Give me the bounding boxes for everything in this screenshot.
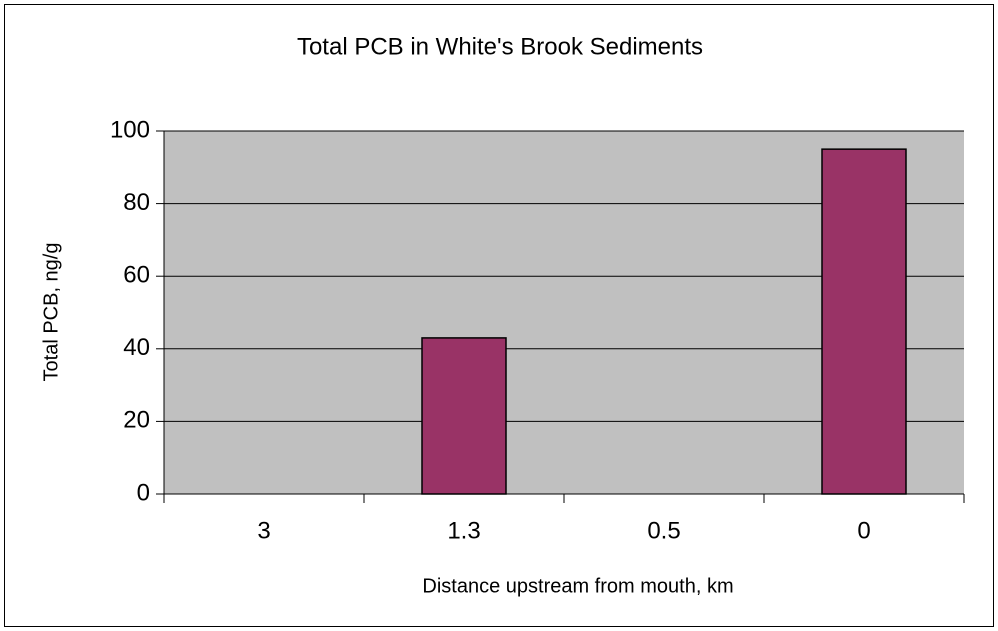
y-tick-label: 40 bbox=[123, 334, 150, 361]
y-tick-label: 60 bbox=[123, 262, 150, 289]
y-tick-label: 0 bbox=[137, 479, 150, 506]
x-tick-label: 0 bbox=[857, 517, 870, 544]
x-axis-label: Distance upstream from mouth, km bbox=[422, 575, 733, 597]
bar bbox=[421, 337, 507, 495]
x-tick-label: 3 bbox=[257, 517, 270, 544]
x-tick-label: 1.3 bbox=[447, 517, 480, 544]
chart-title: Total PCB in White's Brook Sediments bbox=[297, 33, 703, 60]
y-axis-label: Total PCB, ng/g bbox=[40, 243, 62, 382]
y-tick-label: 20 bbox=[123, 407, 150, 434]
y-tick-label: 80 bbox=[123, 189, 150, 216]
y-tick-label: 100 bbox=[110, 116, 150, 143]
bar bbox=[821, 148, 907, 495]
x-tick-label: 0.5 bbox=[647, 517, 680, 544]
